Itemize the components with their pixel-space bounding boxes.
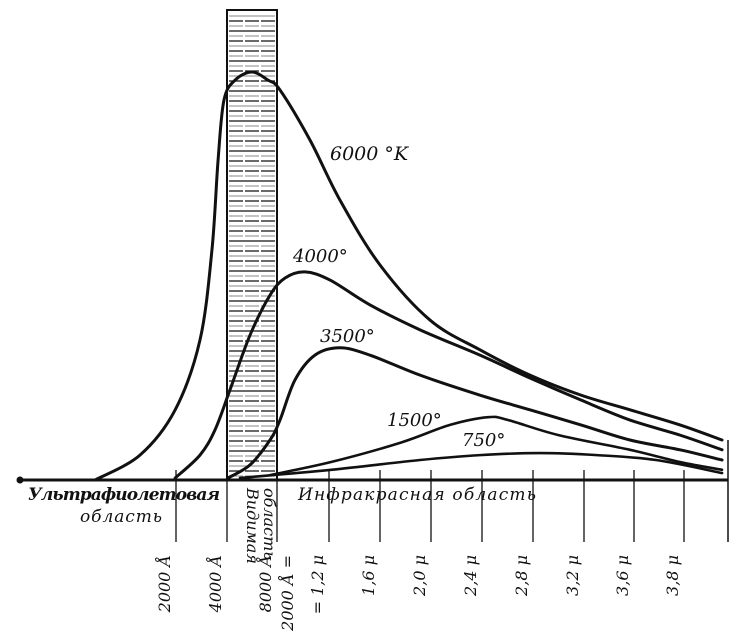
x-tick-label: 3,2 μ: [563, 555, 582, 596]
curve-750: [238, 451, 724, 480]
x-tick-labels: 2000 Å 4000 Å 8000 Å 12000 Å = = 1,2 μ 1,6 μ 2…: [154, 555, 682, 631]
x-tick-label: 2,8 μ: [512, 555, 531, 597]
series-label-4000: 4000°: [292, 246, 348, 267]
curve-6000: [93, 70, 724, 482]
x-tick-label: 1,6 μ: [359, 555, 378, 596]
visible-label-line2: область: [260, 488, 279, 560]
region-labels: Ультрафиолетовая область Видимая область…: [28, 485, 536, 564]
series-label-750: 750°: [462, 430, 505, 451]
infrared-label: Инфракрасная область: [297, 485, 536, 505]
x-tick-label: 8000 Å: [255, 555, 275, 612]
x-tick-label: 3,8 μ: [663, 555, 682, 596]
series-label-6000: 6000 °K: [330, 143, 410, 165]
x-tick-label: 4000 Å: [205, 555, 225, 613]
ultraviolet-label-line2: область: [80, 507, 162, 527]
curve-3500: [226, 346, 724, 480]
x-tick-label-secondary: = 1,2 μ: [308, 555, 327, 614]
x-tick-label: 3,6 μ: [613, 555, 632, 596]
visible-band-rect: [226, 9, 278, 481]
visible-label-line1: Видимая: [243, 487, 262, 564]
series-label-3500: 3500°: [320, 326, 375, 347]
x-tick-label: 2,4 μ: [461, 555, 480, 597]
curve-4000: [173, 270, 724, 480]
ultraviolet-label-line1: Ультрафиолетовая: [28, 485, 220, 505]
curve-labels: 6000 °K 4000° 3500° 1500° 750°: [292, 143, 505, 451]
x-axis-ticks: [175, 440, 729, 542]
curves: [93, 70, 724, 482]
x-tick-label: 2,0 μ: [410, 555, 429, 597]
x-tick-label: 12000 Å =: [277, 555, 297, 631]
visible-region-band: [226, 9, 278, 481]
series-label-1500: 1500°: [387, 410, 442, 431]
curve-1500: [268, 415, 724, 477]
x-tick-label: 2000 Å: [154, 555, 174, 613]
x-axis-origin-dot: [16, 476, 24, 484]
